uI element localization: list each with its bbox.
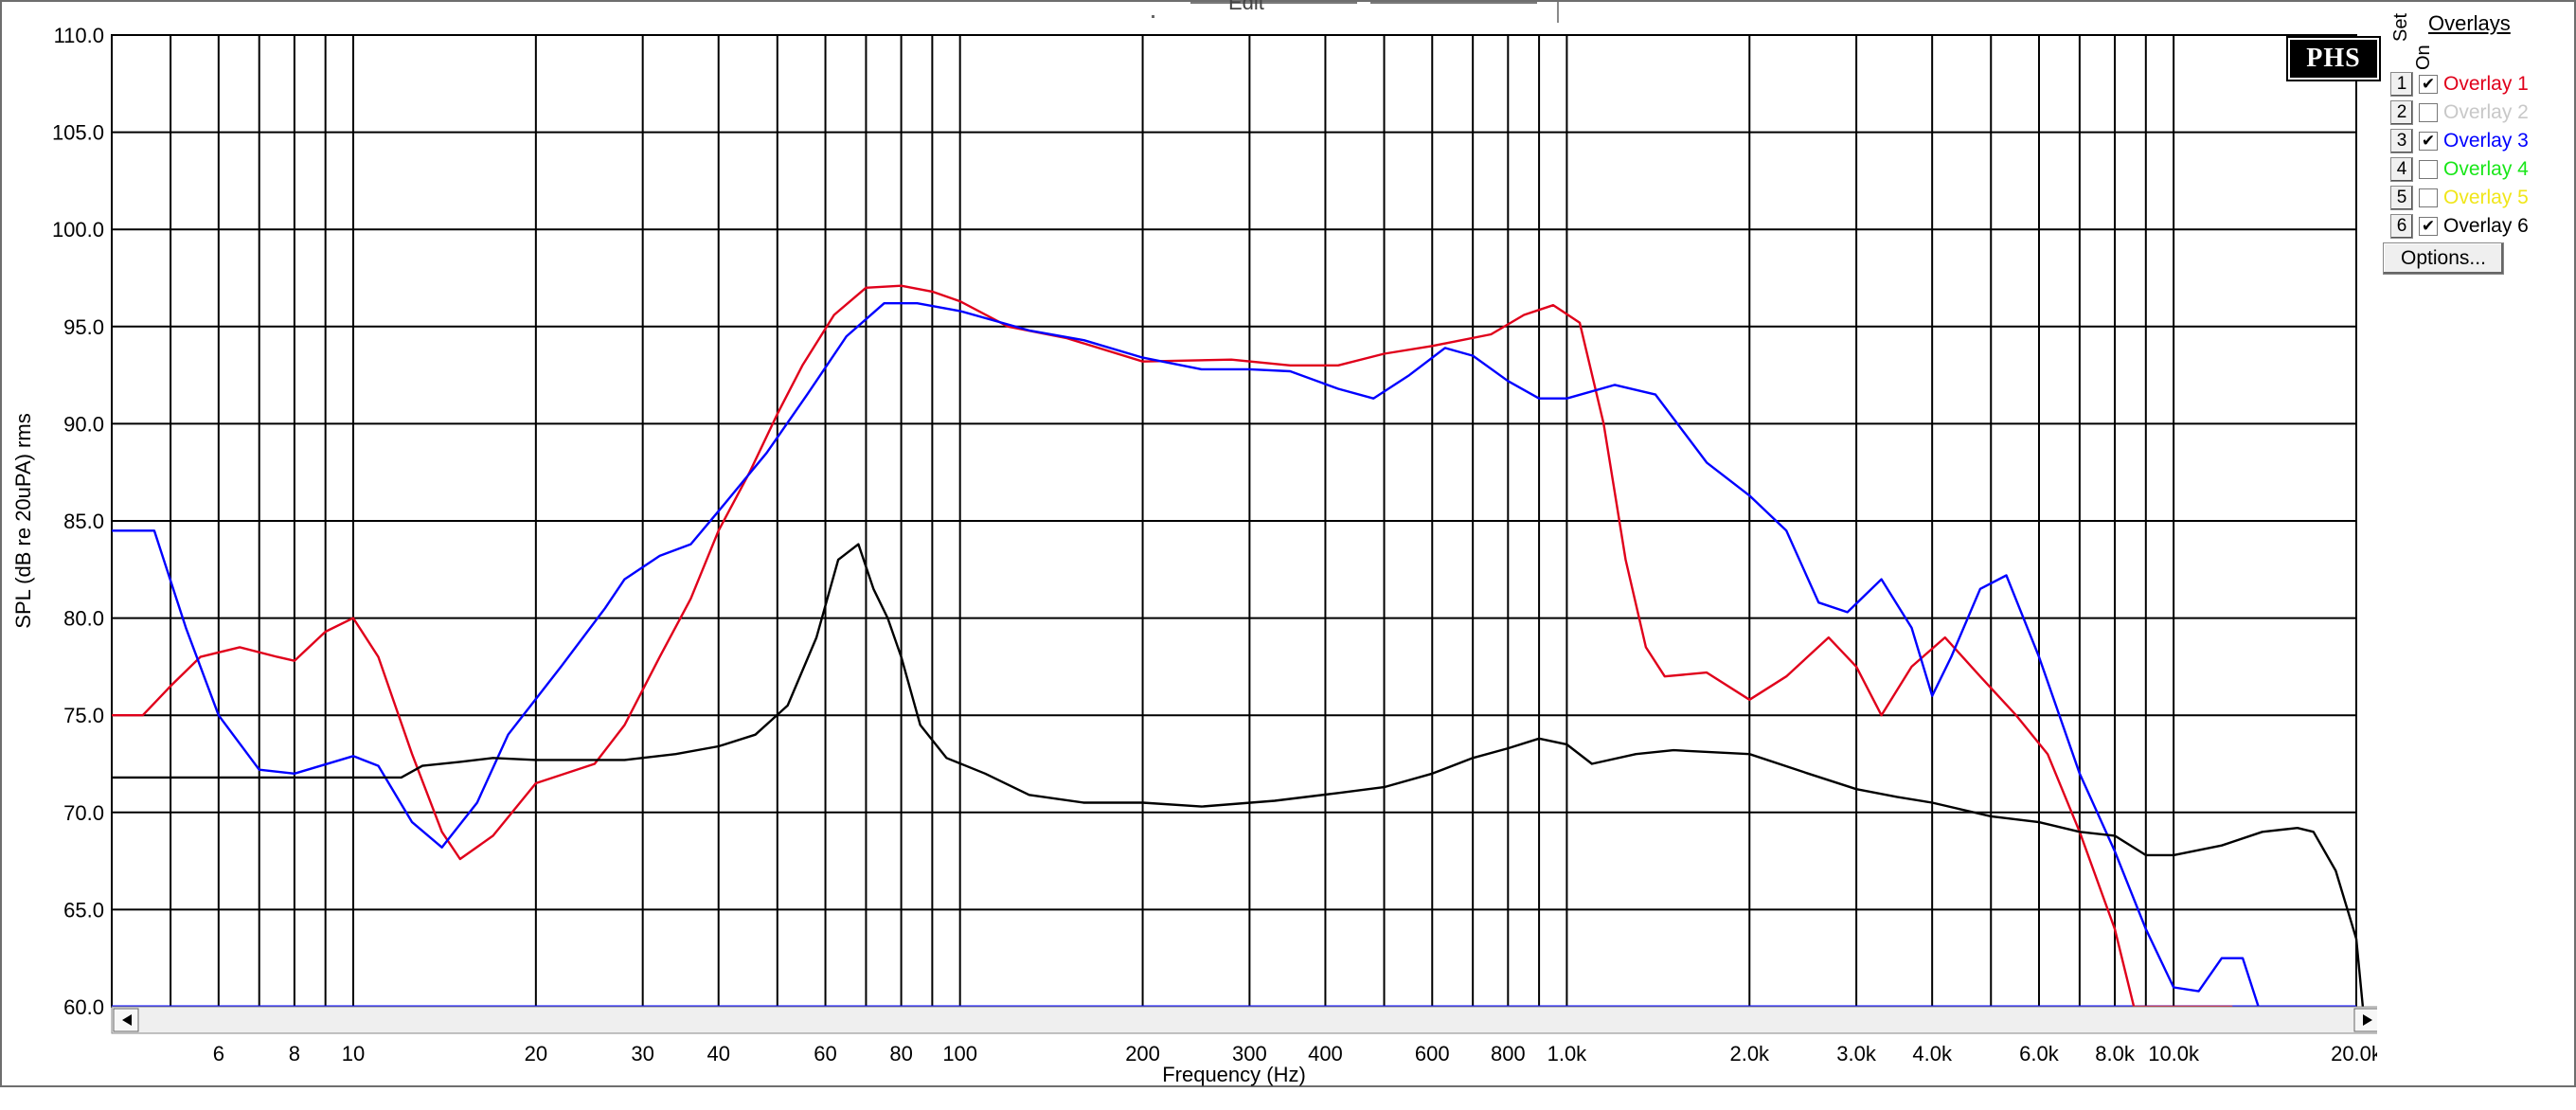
overlay-checkbox-3[interactable]: ✔ xyxy=(2419,132,2438,151)
x-tick-label: 300 xyxy=(1232,1042,1267,1065)
x-tick-label: 40 xyxy=(707,1042,729,1065)
scroll-right-arrow-icon xyxy=(2363,1014,2372,1026)
axes: 60.0 65.0 70.0 75.0 80.0 85.0 90.0 95.0 100.0 105… xyxy=(52,24,2377,1065)
x-tick-label: 8.0k xyxy=(2095,1042,2136,1065)
scrollbar-track xyxy=(111,1006,2377,1034)
overlay-checkbox-1[interactable]: ✔ xyxy=(2419,75,2438,94)
x-tick-label: 800 xyxy=(1491,1042,1526,1065)
overlay-set-button-5[interactable]: 5 xyxy=(2390,186,2413,210)
phs-logo: PHS xyxy=(2286,36,2381,81)
overlays-panel: Overlays Set On 1 ✔ Overlay 1 2 Overlay … xyxy=(2383,8,2572,292)
overlay-checkbox-6[interactable]: ✔ xyxy=(2419,217,2438,236)
x-tick-label: 30 xyxy=(631,1042,653,1065)
x-tick-label: 20 xyxy=(525,1042,547,1065)
frequency-response-chart: 60.0 65.0 70.0 75.0 80.0 85.0 90.0 95.0 100.0 105… xyxy=(11,24,2377,1086)
overlay-label-4: Overlay 4 xyxy=(2443,158,2529,180)
x-tick-label: 6 xyxy=(213,1042,224,1065)
overlay-label-3: Overlay 3 xyxy=(2443,130,2529,152)
overlay-row-2: 2 Overlay 2 xyxy=(2390,100,2576,127)
overlay-set-button-1[interactable]: 1 xyxy=(2390,72,2413,97)
overlay-checkbox-5[interactable] xyxy=(2419,188,2438,207)
overlay-label-5: Overlay 5 xyxy=(2443,187,2529,208)
x-tick-label: 80 xyxy=(889,1042,912,1065)
y-tick-label: 65.0 xyxy=(63,898,104,922)
grid xyxy=(111,34,2357,1008)
overlay-1-line xyxy=(112,284,2233,1009)
overlay-row-5: 5 Overlay 5 xyxy=(2390,186,2576,212)
overlay-label-2: Overlay 2 xyxy=(2443,101,2529,123)
y-tick-label: 95.0 xyxy=(63,315,104,339)
scroll-left-arrow-icon xyxy=(122,1014,132,1026)
overlay-set-button-6[interactable]: 6 xyxy=(2390,214,2413,239)
overlay-row-3: 3 ✔ Overlay 3 xyxy=(2390,129,2576,155)
x-tick-label: 6.0k xyxy=(2019,1042,2060,1065)
overlays-title: Overlays xyxy=(2428,11,2511,35)
options-button[interactable]: Options... xyxy=(2383,242,2504,275)
y-tick-label: 90.0 xyxy=(63,412,104,436)
overlay-row-6: 6 ✔ Overlay 6 xyxy=(2390,214,2576,241)
overlay-6-line xyxy=(112,543,2365,1008)
x-tick-label: 200 xyxy=(1125,1042,1160,1065)
overlay-checkbox-2[interactable] xyxy=(2419,103,2438,122)
x-tick-label: 8 xyxy=(289,1042,300,1065)
y-tick-label: 80.0 xyxy=(63,607,104,631)
x-tick-label: 600 xyxy=(1415,1042,1450,1065)
y-tick-label: 70.0 xyxy=(63,801,104,825)
top-tab-label[interactable]: Edit xyxy=(1228,0,1264,14)
overlay-set-button-4[interactable]: 4 xyxy=(2390,157,2413,182)
top-marker xyxy=(1152,15,1154,18)
x-tick-label: 3.0k xyxy=(1836,1042,1877,1065)
y-tick-label: 105.0 xyxy=(52,121,104,145)
top-tab-strip[interactable]: Edit xyxy=(1190,0,1556,14)
overlay-set-button-2[interactable]: 2 xyxy=(2390,100,2413,125)
overlay-label-1: Overlay 1 xyxy=(2443,73,2529,95)
x-tick-label: 20.0k xyxy=(2331,1042,2377,1065)
overlay-set-button-3[interactable]: 3 xyxy=(2390,129,2413,153)
x-tick-label: 10 xyxy=(342,1042,365,1065)
overlay-label-6: Overlay 6 xyxy=(2443,215,2529,237)
x-axis-label: Frequency (Hz) xyxy=(1162,1063,1306,1086)
top-divider xyxy=(1557,2,1559,23)
top-tab-left[interactable]: Edit xyxy=(1190,0,1357,14)
overlay-row-1: 1 ✔ Overlay 1 xyxy=(2390,72,2576,98)
x-tick-label: 2.0k xyxy=(1729,1042,1770,1065)
horizontal-scrollbar[interactable] xyxy=(111,1006,2377,1034)
on-column-header: On xyxy=(2413,45,2434,70)
overlay-checkbox-4[interactable] xyxy=(2419,160,2438,179)
top-tab-right[interactable] xyxy=(1370,2,1537,8)
x-tick-label: 1.0k xyxy=(1547,1042,1588,1065)
x-tick-label: 60 xyxy=(814,1042,836,1065)
x-tick-label: 10.0k xyxy=(2148,1042,2200,1065)
y-tick-label: 85.0 xyxy=(63,510,104,533)
y-tick-label: 75.0 xyxy=(63,704,104,727)
y-tick-label: 100.0 xyxy=(52,218,104,242)
x-tick-label: 400 xyxy=(1308,1042,1343,1065)
y-tick-label: 110.0 xyxy=(54,24,104,47)
x-tick-label: 4.0k xyxy=(1912,1042,1953,1065)
set-column-header: Set xyxy=(2390,12,2411,42)
y-tick-label: 60.0 xyxy=(63,995,104,1019)
x-tick-label: 100 xyxy=(942,1042,977,1065)
y-axis-label: SPL (dB re 20uPA) rms xyxy=(11,413,35,628)
overlay-3-line xyxy=(112,302,2260,1008)
overlay-row-4: 4 Overlay 4 xyxy=(2390,157,2576,184)
